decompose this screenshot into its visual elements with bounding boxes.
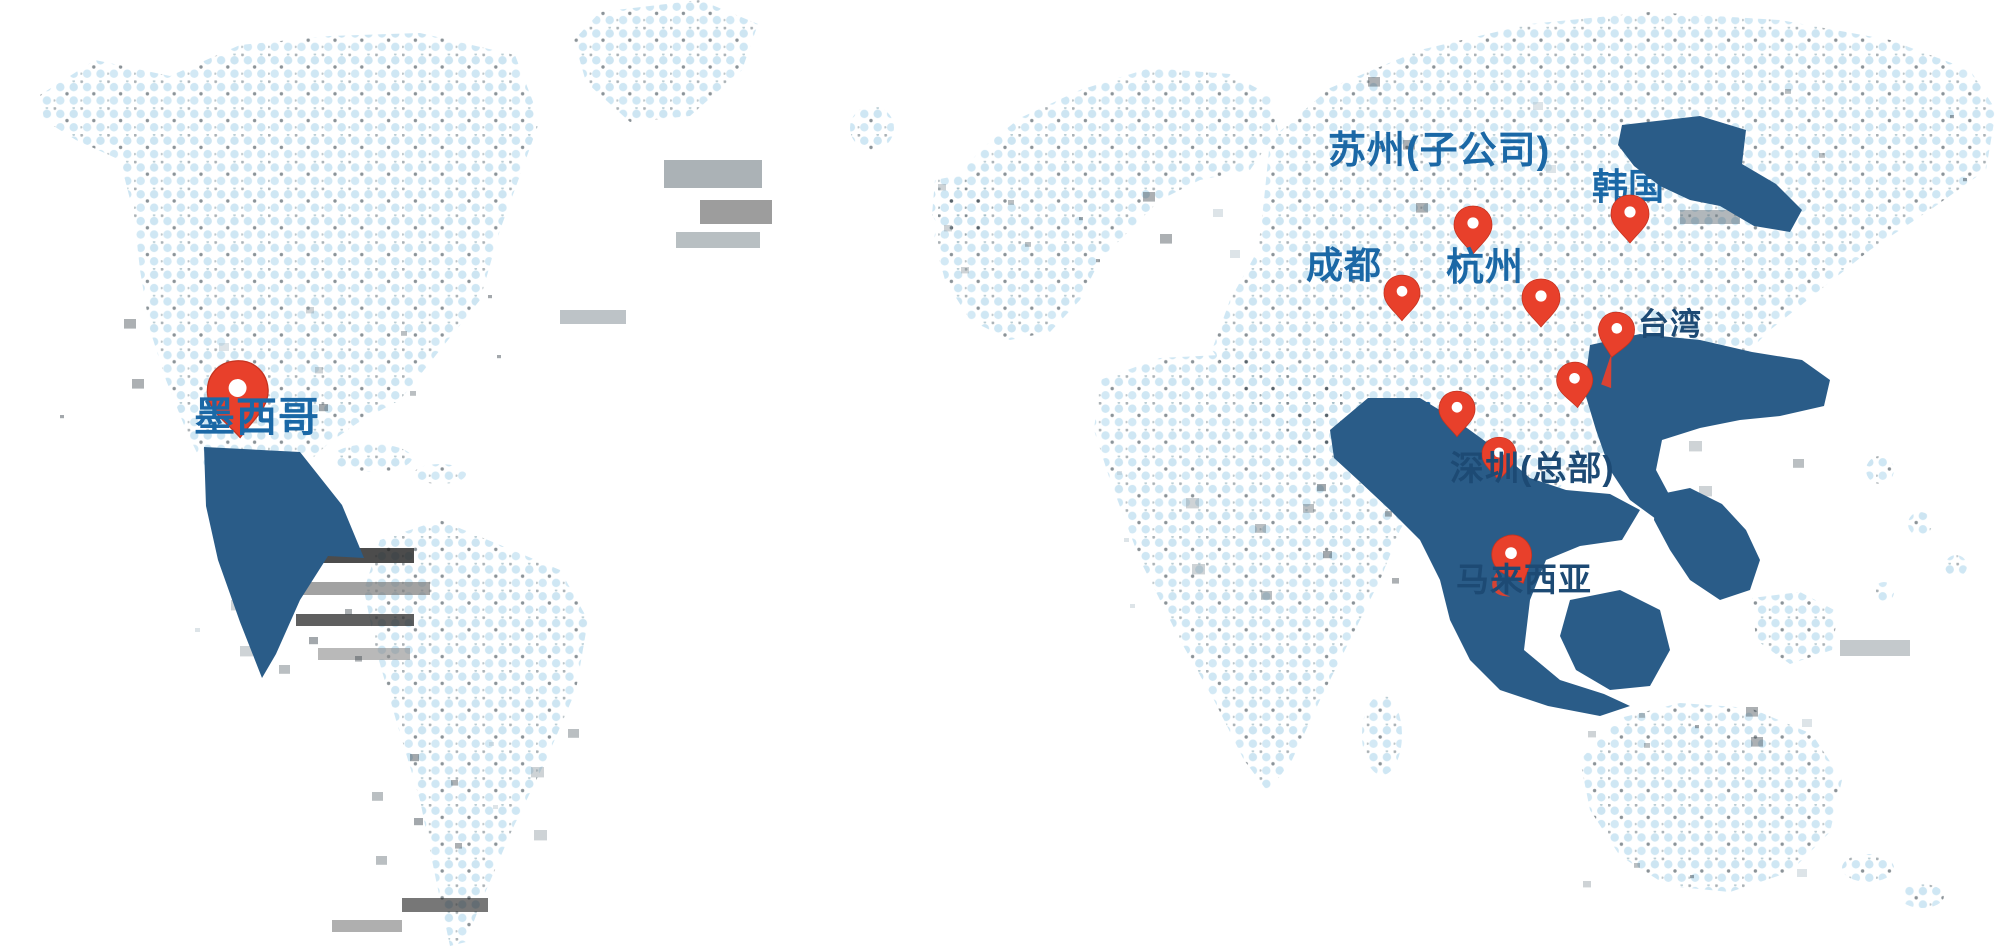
pins-layer	[206, 194, 1650, 597]
pin-taiwan	[1556, 361, 1594, 409]
shape-japan-korea	[1618, 116, 1802, 232]
landmass-north-america	[40, 33, 540, 546]
landmass-greenland	[574, 0, 758, 122]
pin-wuhan	[1438, 390, 1476, 438]
pacific-island-1	[1866, 456, 1894, 484]
shape-borneo	[1560, 590, 1670, 690]
pacific-island-3	[1945, 555, 1967, 577]
pacific-island-4	[1874, 582, 1894, 602]
pacific-island-2	[1908, 512, 1932, 536]
shape-central-america	[204, 447, 364, 678]
pin-mexico	[206, 360, 269, 439]
landmass-south-america	[364, 520, 588, 946]
landmass-nz-south	[1900, 884, 1944, 908]
shape-philippines	[1654, 488, 1760, 600]
landmass-new-zealand	[1842, 854, 1894, 882]
shape-southeast-asia	[1330, 398, 1640, 716]
landmass-caribbean-2	[414, 464, 466, 484]
landmass-british-isles	[932, 172, 995, 245]
pin-suzhou	[1453, 205, 1493, 255]
pin-shanghai	[1598, 311, 1635, 389]
pin-malaysia	[1491, 534, 1533, 597]
landmass-madagascar	[1362, 695, 1402, 775]
landmass-europe	[934, 68, 1278, 340]
shape-taiwan-region	[1584, 334, 1830, 522]
landmass-australia	[1580, 703, 1842, 892]
pin-vietnam	[1481, 436, 1517, 481]
pin-korea	[1610, 194, 1650, 244]
highlight-shapes	[204, 116, 1830, 716]
landmass-iceland	[850, 106, 894, 150]
pin-hangzhou	[1521, 278, 1561, 328]
landmass-papua	[1752, 592, 1838, 664]
landmass-caribbean	[332, 444, 412, 472]
pin-chengdu	[1383, 274, 1421, 322]
